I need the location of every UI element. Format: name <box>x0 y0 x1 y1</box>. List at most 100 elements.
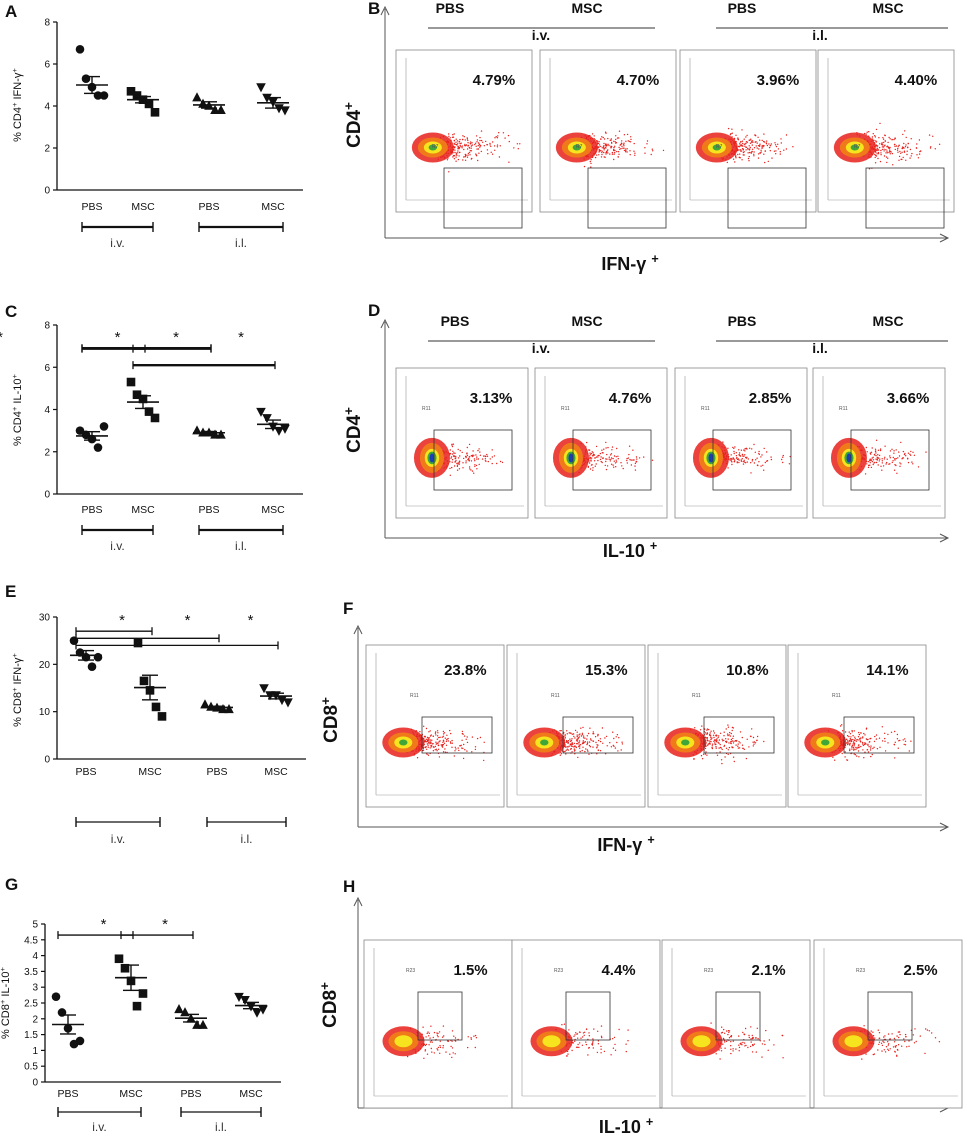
gate-percentage: 4.79% <box>473 72 516 89</box>
event-dot <box>767 160 769 163</box>
gate-percentage: 2.85% <box>749 390 792 407</box>
event-dot <box>926 1029 929 1031</box>
gate-percentage: 3.66% <box>887 390 930 407</box>
event-dot <box>571 742 573 744</box>
gate-rectangle <box>843 716 915 754</box>
event-dot <box>706 728 709 730</box>
event-dot <box>621 145 623 148</box>
event-dot <box>906 153 908 156</box>
event-dot <box>728 734 730 736</box>
event-dot <box>582 726 584 729</box>
event-dot <box>617 458 619 460</box>
event-dot <box>626 462 628 464</box>
event-dot <box>442 1045 444 1047</box>
event-dot <box>738 1035 740 1037</box>
event-dot <box>748 139 751 141</box>
event-dot <box>894 148 896 151</box>
event-dot <box>479 146 481 148</box>
event-dot <box>763 153 765 155</box>
event-dot <box>575 1046 578 1049</box>
gate-percentage: 15.3% <box>585 662 628 679</box>
event-dot <box>884 1051 887 1053</box>
event-dot <box>763 133 765 135</box>
event-dot <box>479 144 481 146</box>
event-dot <box>722 441 724 443</box>
event-dot <box>734 161 736 163</box>
event-dot <box>884 1035 886 1037</box>
event-dot <box>600 138 602 140</box>
event-dot <box>855 746 857 749</box>
event-dot <box>469 150 471 152</box>
data-point-circle <box>51 992 61 1001</box>
event-dot <box>468 146 471 149</box>
event-dot <box>646 143 648 145</box>
event-dot <box>576 734 578 736</box>
event-dot <box>473 1035 475 1037</box>
event-dot <box>899 150 901 153</box>
event-dot <box>450 732 452 735</box>
event-dot <box>592 740 595 742</box>
event-dot <box>905 455 907 457</box>
event-dot <box>710 1022 712 1024</box>
event-dot <box>886 150 888 152</box>
event-dot <box>887 742 889 744</box>
event-dot <box>614 145 616 147</box>
event-dot <box>605 458 607 460</box>
event-dot <box>601 136 603 138</box>
event-dot <box>862 744 865 747</box>
event-dot <box>763 469 765 471</box>
event-dot <box>925 451 927 453</box>
event-dot <box>442 1047 444 1049</box>
event-dot <box>740 141 742 143</box>
event-dot <box>863 732 865 735</box>
event-dot <box>723 731 725 733</box>
event-dot <box>723 1028 725 1031</box>
gate-rectangle <box>562 716 634 754</box>
event-dot <box>436 1048 438 1050</box>
event-dot <box>462 757 465 760</box>
event-dot <box>740 460 743 462</box>
event-dot <box>454 746 456 748</box>
event-dot <box>886 161 888 164</box>
event-dot <box>884 732 886 734</box>
event-dot <box>477 142 480 144</box>
event-dot <box>768 1039 771 1041</box>
event-dot <box>602 147 605 149</box>
event-dot <box>444 751 447 753</box>
significance-star: * <box>162 916 168 933</box>
event-dot <box>883 458 886 460</box>
event-dot <box>439 740 441 742</box>
event-dot <box>902 146 905 149</box>
event-dot <box>429 739 432 741</box>
event-dot <box>925 1028 927 1030</box>
x-axis-label: IFN-γ + <box>597 833 654 855</box>
data-point-square <box>132 390 142 400</box>
event-dot <box>734 740 737 742</box>
event-dot <box>598 141 600 143</box>
event-dot <box>444 748 446 750</box>
event-dot <box>860 745 862 748</box>
event-dot <box>475 135 478 137</box>
event-dot <box>879 458 881 460</box>
event-dot <box>613 158 615 161</box>
event-dot <box>743 461 746 463</box>
event-dot <box>427 737 430 739</box>
event-dot <box>865 743 867 745</box>
event-dot <box>898 1031 901 1033</box>
event-dot <box>745 136 747 138</box>
event-dot <box>864 734 866 736</box>
flow-plot-frame <box>365 644 505 808</box>
dot-cloud <box>833 122 941 170</box>
event-dot <box>743 459 745 461</box>
event-dot <box>875 128 878 131</box>
event-dot <box>904 740 907 742</box>
event-dot <box>426 736 429 739</box>
event-dot <box>757 145 760 147</box>
event-dot <box>492 141 494 143</box>
event-dot <box>435 734 437 736</box>
event-dot <box>867 751 870 753</box>
event-dot <box>462 138 464 141</box>
event-dot <box>627 1040 629 1042</box>
event-dot <box>610 145 613 148</box>
event-dot <box>561 1023 563 1026</box>
